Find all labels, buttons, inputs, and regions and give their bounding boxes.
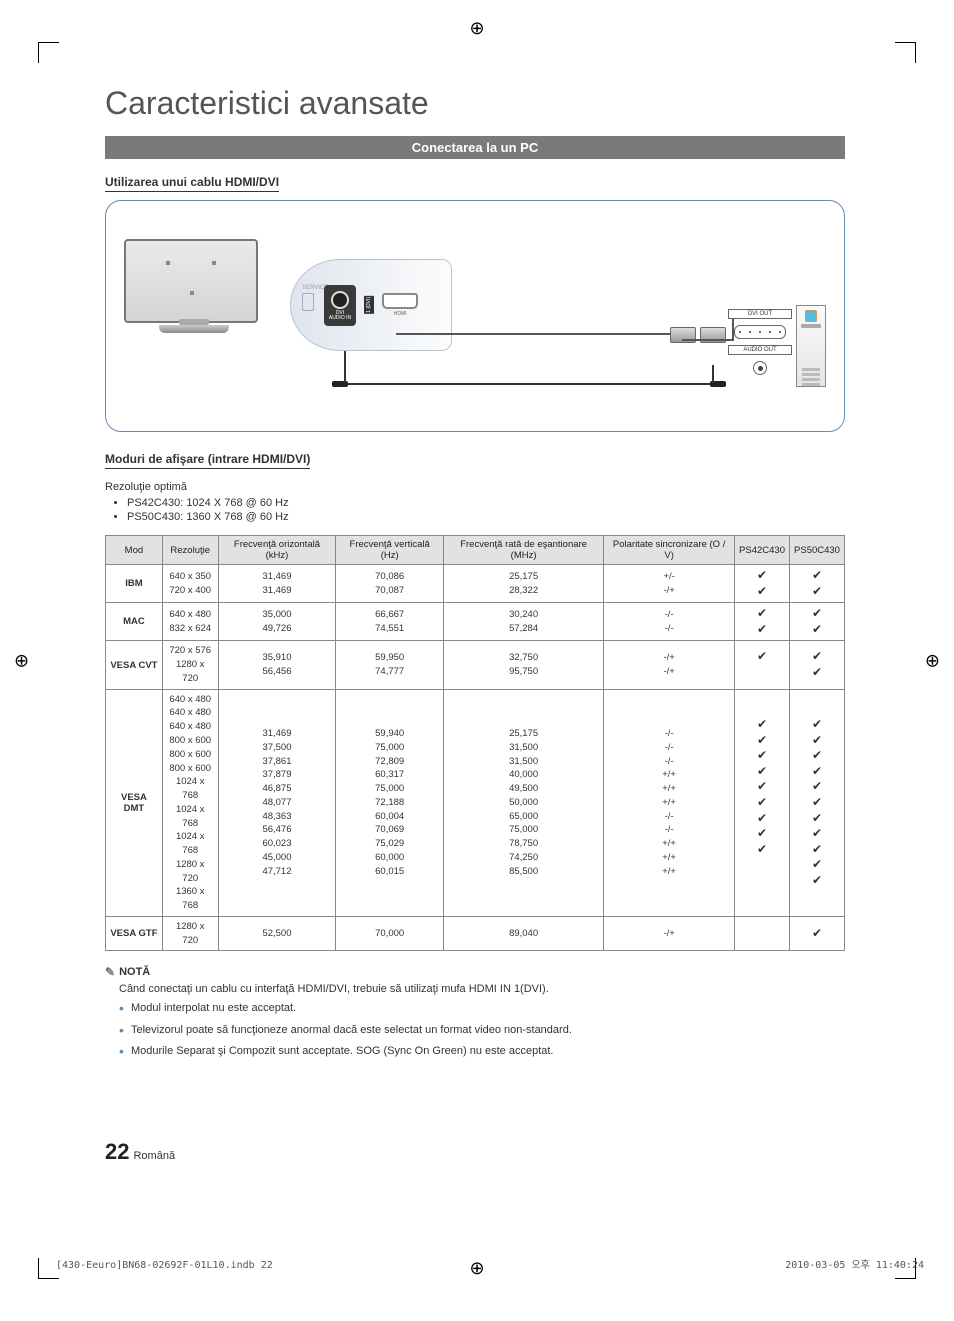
- table-cell: ✔✔: [790, 603, 845, 641]
- tv-back-panel: DVI AUDIO IN 1 (DVI) HDMI: [290, 259, 452, 351]
- table-cell: 25,17528,322: [443, 565, 603, 603]
- page-number: 22Română: [105, 1139, 175, 1165]
- table-cell: 640 x 350720 x 400: [162, 565, 218, 603]
- table-cell: +/--/+: [604, 565, 735, 603]
- page-title: Caracteristici avansate: [105, 85, 845, 122]
- table-cell: 35,00049,726: [218, 603, 336, 641]
- note-main-text: Când conectaţi un cablu cu interfaţă HDM…: [105, 983, 845, 995]
- note-item: Modurile Separat şi Compozit sunt accept…: [119, 1044, 845, 1059]
- table-cell: -/+-/+: [604, 641, 735, 689]
- display-modes-table: ModRezoluţieFrecvenţă orizontală (kHz)Fr…: [105, 535, 845, 951]
- mode-cell: VESA GTF: [106, 916, 163, 951]
- registration-mark: ⊕: [469, 1258, 484, 1279]
- section-header: Conectarea la un PC: [105, 136, 845, 159]
- table-row: VESA CVT720 x 5761280 x 72035,91056,4565…: [106, 641, 845, 689]
- mode-cell: VESA DMT: [106, 689, 163, 916]
- mode-cell: IBM: [106, 565, 163, 603]
- table-cell: 32,75095,750: [443, 641, 603, 689]
- table-cell: 59,94075,00072,80960,31775,00072,18860,0…: [336, 689, 444, 916]
- table-cell: ✔✔: [735, 603, 790, 641]
- audio-out-label: AUDIO OUT: [728, 345, 792, 355]
- footer-left: [430-Eeuro]BN68-02692F-01L10.indb 22: [56, 1260, 273, 1271]
- table-cell: 31,46931,469: [218, 565, 336, 603]
- vga-port: [734, 325, 786, 339]
- registration-mark: ⊕: [469, 18, 484, 39]
- hdmi-cable: [396, 333, 676, 335]
- pc-tower: [796, 305, 826, 387]
- table-row: VESA DMT640 x 480640 x 480640 x 480800 x…: [106, 689, 845, 916]
- table-cell: 35,91056,456: [218, 641, 336, 689]
- table-cell: ✔✔✔✔✔✔✔✔✔✔✔: [790, 689, 845, 916]
- table-cell: 70,000: [336, 916, 444, 951]
- table-cell: 70,08670,087: [336, 565, 444, 603]
- table-header: PS42C430: [735, 536, 790, 565]
- crop-mark: [895, 42, 916, 63]
- dvi-audio-port: DVI AUDIO IN: [324, 285, 356, 326]
- table-header: Frecvenţă orizontală (kHz): [218, 536, 336, 565]
- table-cell: 25,17531,50031,50040,00049,50050,00065,0…: [443, 689, 603, 916]
- note-icon: ✎: [105, 965, 115, 979]
- registration-mark: ⊕: [925, 650, 940, 671]
- table-cell: -/--/--/-+/++/++/+-/--/-+/++/++/+: [604, 689, 735, 916]
- table-cell: -/--/-: [604, 603, 735, 641]
- list-item: PS50C430: 1360 X 768 @ 60 Hz: [127, 511, 845, 523]
- audio-jack: [753, 361, 767, 375]
- table-cell: ✔✔: [790, 565, 845, 603]
- audio-cable: [344, 383, 714, 385]
- crop-mark: [38, 42, 59, 63]
- table-cell: 52,500: [218, 916, 336, 951]
- table-header: PS50C430: [790, 536, 845, 565]
- table-cell: 640 x 480832 x 624: [162, 603, 218, 641]
- dvi-out-label: DVI OUT: [728, 309, 792, 319]
- table-cell: [735, 916, 790, 951]
- note-heading: ✎ NOTĂ: [105, 965, 845, 979]
- list-item: PS42C430: 1024 X 768 @ 60 Hz: [127, 497, 845, 509]
- footer-right: 2010-03-05 오후 11:40:24: [785, 1256, 924, 1271]
- subsection-heading: Utilizarea unui cablu HDMI/DVI: [105, 175, 279, 192]
- table-row: VESA GTF1280 x 72052,50070,00089,040-/+ …: [106, 916, 845, 951]
- table-row: IBM640 x 350720 x 40031,46931,46970,0867…: [106, 565, 845, 603]
- table-header: Frecvenţă verticală (Hz): [336, 536, 444, 565]
- table-header: Rezoluţie: [162, 536, 218, 565]
- mode-cell: MAC: [106, 603, 163, 641]
- table-cell: -/+: [604, 916, 735, 951]
- optimal-resolution-label: Rezoluţie optimă: [105, 481, 845, 493]
- table-cell: 59,95074,777: [336, 641, 444, 689]
- table-cell: ✔✔: [735, 565, 790, 603]
- tv-icon: [124, 239, 264, 339]
- table-cell: 66,66774,551: [336, 603, 444, 641]
- table-cell: 89,040: [443, 916, 603, 951]
- table-header: Frecvenţă rată de eşantionare (MHz): [443, 536, 603, 565]
- table-cell: 30,24057,284: [443, 603, 603, 641]
- mode-cell: VESA CVT: [106, 641, 163, 689]
- table-cell: 640 x 480640 x 480640 x 480800 x 600800 …: [162, 689, 218, 916]
- hdmi-port: 1 (DVI): [364, 296, 374, 314]
- table-cell: ✔: [790, 916, 845, 951]
- table-cell: ✔: [735, 641, 790, 689]
- hdmi-port-slot: HDMI: [382, 293, 418, 317]
- table-cell: ✔✔✔✔✔✔✔✔✔: [735, 689, 790, 916]
- table-row: MAC640 x 480832 x 62435,00049,72666,6677…: [106, 603, 845, 641]
- note-item: Televizorul poate să funcţioneze anormal…: [119, 1023, 845, 1038]
- table-cell: 1280 x 720: [162, 916, 218, 951]
- table-header: Mod: [106, 536, 163, 565]
- registration-mark: ⊕: [14, 650, 29, 671]
- table-cell: 31,46937,50037,86137,87946,87548,07748,3…: [218, 689, 336, 916]
- table-cell: ✔✔: [790, 641, 845, 689]
- table-cell: 720 x 5761280 x 720: [162, 641, 218, 689]
- optimal-resolutions: PS42C430: 1024 X 768 @ 60 Hz PS50C430: 1…: [115, 497, 845, 523]
- table-header: Polaritate sincronizare (O / V): [604, 536, 735, 565]
- connection-diagram: SERVICE DVI AUDIO IN 1 (DVI) HDMI DVI OU: [105, 200, 845, 432]
- note-item: Modul interpolat nu este acceptat.: [119, 1001, 845, 1016]
- note-list: Modul interpolat nu este acceptat. Telev…: [119, 1001, 845, 1059]
- subsection-heading: Moduri de afişare (intrare HDMI/DVI): [105, 452, 310, 469]
